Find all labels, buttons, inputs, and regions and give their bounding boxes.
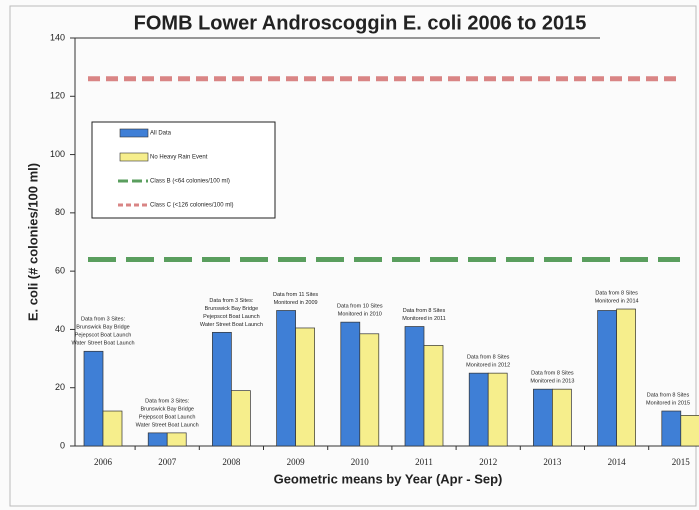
legend-swatch — [119, 128, 149, 138]
annotation: Monitored in 2015 — [646, 400, 690, 406]
bar — [533, 388, 553, 447]
annotation: Data from 3 Sites: — [145, 398, 189, 404]
bar — [212, 331, 232, 447]
annotation: Data from 11 Sites — [273, 292, 318, 298]
x-tick-label: 2006 — [94, 457, 113, 467]
annotation: Brunswick Bay Bridge — [205, 306, 259, 312]
annotation: Monitored in 2012 — [466, 363, 510, 369]
annotation: Data from 3 Sites: — [209, 298, 253, 304]
y-tick-label: 100 — [50, 149, 65, 159]
annotation: Data from 8 Sites — [647, 392, 690, 398]
bar — [231, 390, 251, 447]
bar — [295, 327, 315, 447]
x-tick-label: 2014 — [608, 457, 627, 467]
annotation: Water Street Boat Launch — [71, 341, 134, 347]
x-tick-label: 2007 — [158, 457, 177, 467]
y-tick-label: 60 — [55, 266, 65, 276]
y-axis-label: E. coli (# colonies/100 ml) — [25, 163, 40, 321]
y-tick-label: 140 — [50, 32, 65, 42]
annotation: Monitored in 2014 — [595, 298, 639, 304]
bar — [487, 372, 508, 447]
y-tick-label: 40 — [55, 324, 65, 334]
legend-label: Class B (<64 colonies/100 ml) — [150, 179, 230, 185]
annotation: Pejepscot Boat Launch — [139, 414, 196, 420]
y-tick-label: 0 — [60, 440, 65, 450]
legend-label: All Data — [150, 131, 172, 137]
annotation: Pejepscot Boat Launch — [203, 314, 260, 320]
bar — [552, 388, 572, 447]
y-tick-label: 120 — [50, 91, 65, 101]
annotation: Monitored in 2011 — [402, 316, 446, 322]
chart-title: FOMB Lower Androscoggin E. coli 2006 to … — [134, 12, 587, 34]
annotation: Data from 8 Sites — [595, 290, 638, 296]
annotation: Water Street Boat Launch — [200, 322, 263, 328]
x-tick-label: 2008 — [222, 457, 241, 467]
legend-label: No Heavy Rain Event — [150, 155, 208, 161]
bar — [661, 410, 682, 447]
y-tick-label: 80 — [55, 207, 65, 217]
bar — [468, 372, 489, 447]
x-axis-label: Geometric means by Year (Apr - Sep) — [274, 471, 503, 486]
annotation: Brunswick Bay Bridge — [140, 406, 194, 412]
x-tick-label: 2013 — [543, 457, 562, 467]
annotation: Data from 8 Sites — [531, 371, 574, 377]
annotation: Brunswick Bay Bridge — [76, 325, 130, 331]
annotation: Monitored in 2010 — [338, 312, 382, 318]
x-tick-label: 2010 — [351, 457, 370, 467]
legend-label: Class C (<126 colonies/100 ml) — [150, 203, 234, 209]
annotation: Monitored in 2013 — [530, 379, 574, 385]
x-tick-label: 2015 — [672, 457, 691, 467]
bar — [359, 333, 380, 447]
annotation: Data from 8 Sites — [467, 355, 510, 361]
bar — [166, 432, 187, 447]
bar — [340, 321, 361, 447]
annotation: Monitored in 2009 — [274, 300, 318, 306]
annotation: Data from 8 Sites — [403, 308, 446, 314]
bar — [680, 415, 699, 447]
y-tick-label: 20 — [55, 382, 65, 392]
bar — [616, 308, 636, 447]
bar — [83, 350, 104, 447]
bar — [404, 326, 425, 447]
x-tick-label: 2009 — [287, 457, 306, 467]
x-tick-label: 2012 — [479, 457, 497, 467]
bar — [423, 345, 444, 447]
bar — [276, 310, 296, 447]
bar — [597, 310, 617, 447]
legend-box — [91, 121, 276, 219]
bar — [102, 410, 123, 447]
annotation: Data from 3 Sites: — [81, 317, 125, 323]
annotation: Water Street Boat Launch — [136, 422, 199, 428]
bar — [147, 432, 168, 447]
annotation: Data from 10 Sites — [337, 304, 383, 310]
legend-swatch — [119, 152, 149, 162]
annotation: Pejepscot Boat Launch — [75, 333, 132, 339]
frame — [9, 5, 697, 507]
x-tick-label: 2011 — [415, 457, 433, 467]
